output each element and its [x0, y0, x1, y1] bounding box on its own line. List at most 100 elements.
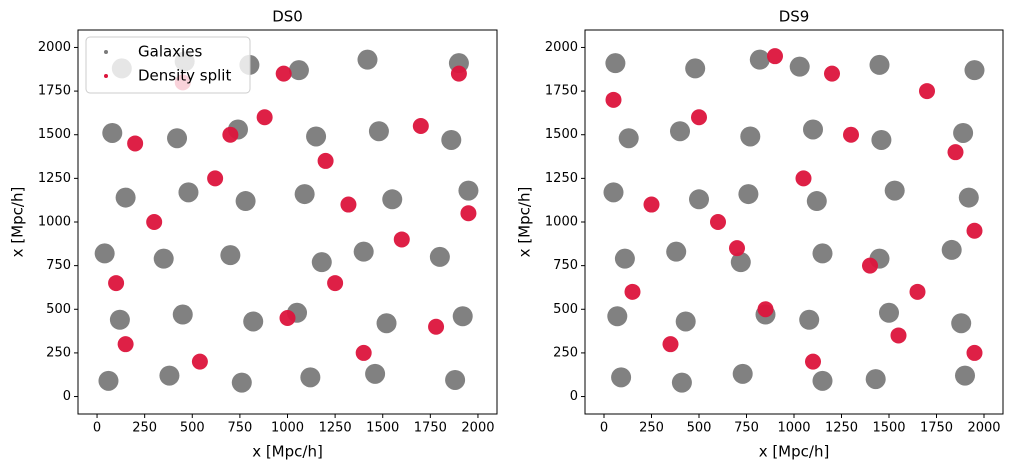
point: [740, 126, 761, 147]
x-tick-label: 250: [639, 421, 664, 436]
chart-title: DS9: [779, 8, 810, 26]
x-tick-label: 250: [132, 421, 157, 436]
point: [445, 369, 466, 390]
y-tick-label: 1000: [545, 215, 578, 230]
point: [605, 91, 622, 108]
y-tick-label: 1750: [38, 84, 71, 99]
y-axis-label: x [Mpc/h]: [9, 187, 27, 258]
x-axis-label: x [Mpc/h]: [759, 443, 830, 461]
point: [353, 241, 374, 262]
point: [109, 309, 130, 330]
point: [955, 365, 975, 386]
point: [624, 283, 641, 300]
point: [767, 48, 783, 65]
point: [207, 170, 224, 187]
point: [355, 344, 372, 361]
y-tick-label: 0: [570, 389, 578, 404]
point: [191, 353, 208, 370]
x-tick-label: 1500: [872, 421, 905, 436]
point: [862, 257, 878, 274]
point: [231, 372, 252, 393]
plot-area: [603, 48, 985, 393]
point: [220, 245, 241, 266]
point: [805, 353, 821, 370]
x-tick-label: 500: [180, 421, 205, 436]
x-tick-label: 1750: [414, 421, 447, 436]
point: [919, 83, 935, 100]
y-tick-label: 1750: [545, 84, 578, 99]
chart-title: DS0: [272, 8, 303, 26]
axes-frame: [584, 29, 1004, 415]
point: [671, 372, 692, 393]
point: [102, 122, 123, 143]
point: [869, 54, 890, 75]
y-tick-label: 250: [46, 345, 71, 360]
point: [799, 309, 820, 330]
legend-label: Galaxies: [138, 43, 202, 61]
point: [605, 53, 626, 74]
point: [460, 205, 477, 222]
point: [317, 152, 334, 169]
x-tick-label: 0: [600, 421, 608, 436]
x-tick-label: 1000: [777, 421, 810, 436]
point: [222, 126, 239, 143]
point: [376, 313, 397, 334]
point: [789, 56, 810, 77]
y-tick-label: 1000: [38, 215, 71, 230]
point: [611, 367, 632, 388]
point: [441, 129, 462, 150]
y-tick-label: 1500: [545, 127, 578, 142]
x-tick-label: 1500: [366, 421, 399, 436]
point: [603, 182, 624, 203]
y-tick-label: 1250: [38, 171, 71, 186]
point: [738, 184, 759, 205]
y-tick-label: 750: [46, 258, 71, 273]
legend-box: [85, 36, 251, 94]
x-tick-label: 1000: [271, 421, 304, 436]
x-tick-label: 2000: [967, 421, 1000, 436]
point: [178, 182, 199, 203]
point: [452, 306, 473, 327]
point: [947, 144, 964, 161]
point: [730, 252, 751, 273]
point: [812, 243, 833, 264]
point: [614, 248, 635, 269]
point: [300, 367, 321, 388]
point: [607, 306, 628, 327]
x-tick-label: 2000: [461, 421, 494, 436]
y-tick-label: 1500: [38, 127, 71, 142]
point: [879, 302, 899, 323]
point: [958, 187, 979, 208]
point: [115, 187, 136, 208]
y-tick-label: 250: [553, 345, 578, 360]
point: [729, 240, 745, 257]
point: [235, 191, 256, 212]
point: [429, 246, 450, 267]
point: [327, 275, 344, 292]
y-tick-label: 1250: [545, 171, 578, 186]
point: [710, 214, 726, 230]
point: [117, 336, 134, 353]
y-tick-label: 500: [46, 302, 71, 317]
point: [127, 135, 144, 152]
point: [806, 191, 827, 212]
legend-marker: [104, 50, 108, 54]
legend-label: Density split: [138, 67, 231, 85]
point: [153, 248, 174, 269]
point: [412, 118, 429, 134]
point: [843, 126, 859, 143]
y-tick-label: 0: [63, 389, 71, 404]
point: [108, 275, 125, 292]
x-tick-label: 750: [734, 421, 759, 436]
point: [618, 128, 639, 149]
y-tick-label: 750: [553, 258, 578, 273]
y-axis-label: x [Mpc/h]: [516, 187, 534, 258]
point: [666, 241, 687, 262]
point: [871, 129, 892, 150]
point: [865, 369, 886, 390]
y-tick-label: 500: [553, 302, 578, 317]
point: [311, 252, 332, 273]
point: [890, 327, 907, 344]
x-tick-label: 750: [227, 421, 252, 436]
x-tick-label: 1750: [920, 421, 953, 436]
